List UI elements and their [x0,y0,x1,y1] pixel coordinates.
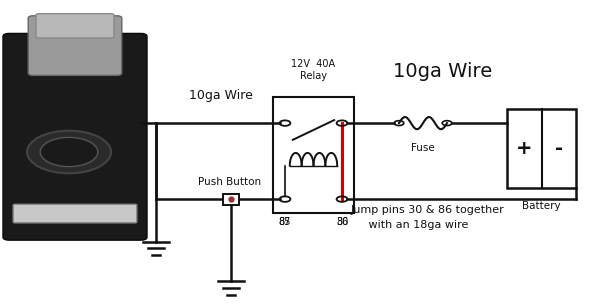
Text: 10ga Wire: 10ga Wire [393,61,492,81]
FancyBboxPatch shape [13,204,137,223]
Text: 86: 86 [336,217,348,227]
Text: 85: 85 [279,217,291,227]
FancyBboxPatch shape [28,16,122,75]
Text: 12V  40A
Relay: 12V 40A Relay [292,59,335,81]
Bar [273,97,354,213]
Bar [507,109,576,188]
Bar [223,194,239,205]
FancyBboxPatch shape [36,14,114,38]
Text: Fuse: Fuse [411,143,435,153]
Text: 10ga Wire: 10ga Wire [188,89,253,102]
Circle shape [27,131,111,173]
Text: Jump pins 30 & 86 together
     with an 18ga wire: Jump pins 30 & 86 together with an 18ga … [351,205,505,230]
Text: 30: 30 [336,217,348,227]
Circle shape [40,137,98,167]
Text: 87: 87 [279,217,291,227]
Text: Push Button: Push Button [198,177,262,187]
Text: +: + [516,140,533,158]
Text: -: - [555,140,563,158]
FancyBboxPatch shape [3,33,147,240]
Text: Battery: Battery [522,201,561,211]
